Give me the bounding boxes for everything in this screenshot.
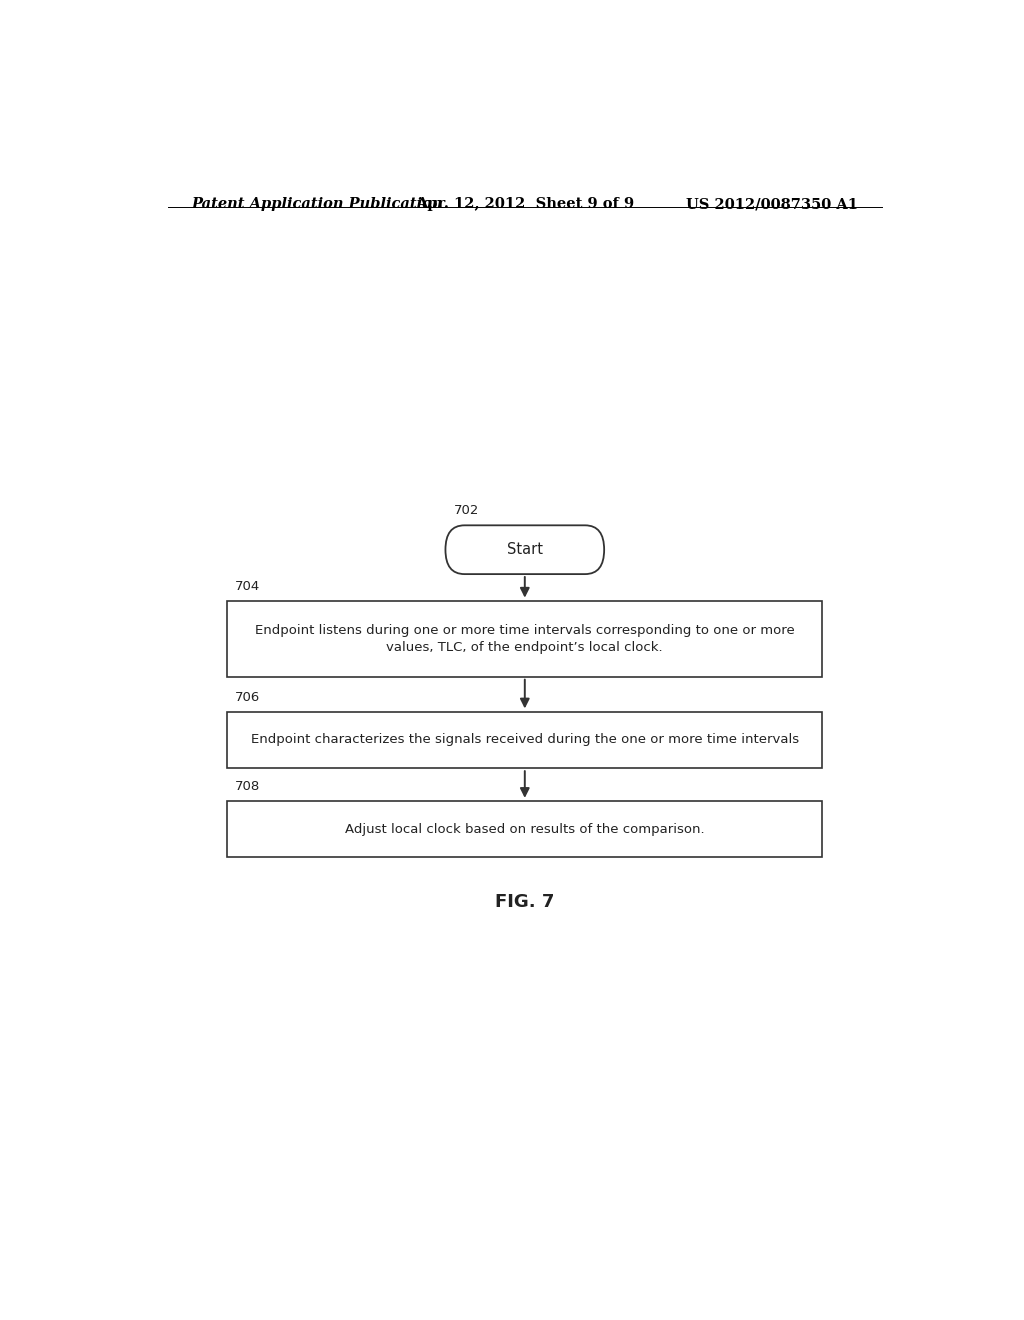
Text: Start: Start bbox=[507, 543, 543, 557]
FancyBboxPatch shape bbox=[227, 711, 822, 768]
Text: 708: 708 bbox=[236, 780, 260, 793]
Text: US 2012/0087350 A1: US 2012/0087350 A1 bbox=[686, 197, 858, 211]
Text: 702: 702 bbox=[454, 504, 479, 517]
Text: Endpoint characterizes the signals received during the one or more time interval: Endpoint characterizes the signals recei… bbox=[251, 734, 799, 746]
FancyBboxPatch shape bbox=[445, 525, 604, 574]
Text: FIG. 7: FIG. 7 bbox=[496, 894, 554, 911]
Text: Apr. 12, 2012  Sheet 9 of 9: Apr. 12, 2012 Sheet 9 of 9 bbox=[416, 197, 634, 211]
Text: 704: 704 bbox=[236, 579, 260, 593]
Text: Patent Application Publication: Patent Application Publication bbox=[191, 197, 443, 211]
Text: 706: 706 bbox=[236, 690, 260, 704]
FancyBboxPatch shape bbox=[227, 601, 822, 677]
FancyBboxPatch shape bbox=[227, 801, 822, 857]
Text: Endpoint listens during one or more time intervals corresponding to one or more
: Endpoint listens during one or more time… bbox=[255, 624, 795, 655]
Text: Adjust local clock based on results of the comparison.: Adjust local clock based on results of t… bbox=[345, 822, 705, 836]
